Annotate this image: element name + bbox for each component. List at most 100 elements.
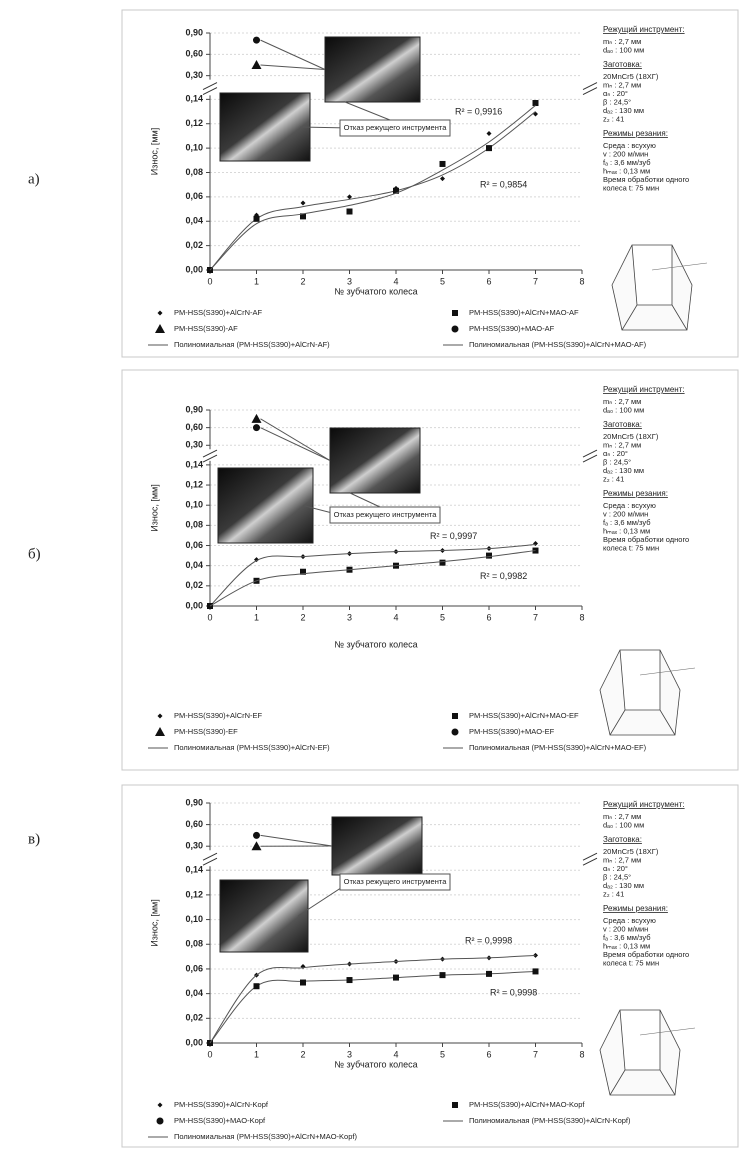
x-tick-label: 0 — [207, 612, 212, 622]
spec-line: Время обработки одного — [603, 535, 689, 544]
marker-square — [532, 100, 539, 107]
marker-triangle — [155, 324, 165, 333]
marker-triangle — [251, 413, 262, 423]
tool-sketch — [611, 244, 693, 331]
axis-break — [202, 449, 218, 463]
marker-square — [253, 215, 260, 222]
x-tick-label: 1 — [254, 612, 259, 622]
marker-diamond — [486, 130, 492, 136]
r2-label: R² = 0,9916 — [455, 106, 502, 116]
legend-label: Полиномиальная (PM-HSS(S390)+AlCrN-AF) — [174, 340, 330, 349]
marker-circle — [253, 424, 260, 432]
y-tick-label: 0,04 — [185, 560, 203, 570]
spec-line: dₐ₂ : 130 мм — [603, 466, 644, 475]
spec-heading: Режимы резания: — [603, 904, 668, 913]
photo — [219, 92, 311, 162]
marker-diamond — [157, 310, 163, 316]
spec-heading: Режущий инструмент: — [603, 800, 685, 809]
y-tick-label: 0,30 — [185, 70, 203, 80]
spec-line: mₙ : 2,7 мм — [603, 855, 641, 864]
legend-label: PM-HSS(S390)+AlCrN-EF — [174, 711, 263, 720]
marker-triangle — [155, 727, 165, 736]
spec-line: dₐ₂ : 130 мм — [603, 881, 644, 890]
marker-diamond — [347, 194, 352, 200]
photo-pointer — [260, 64, 326, 70]
legend-label: PM-HSS(S390)+MAO-Kopf — [174, 1116, 266, 1125]
marker-square — [439, 160, 446, 167]
x-tick-label: 5 — [440, 276, 445, 286]
y-tick-label: 0,02 — [185, 1013, 203, 1023]
legend-label: PM-HSS(S390)+AlCrN+MAO-EF — [469, 711, 579, 720]
spec-line: 20MnCr5 (18ХГ) — [603, 432, 659, 441]
spec-heading: Режущий инструмент: — [603, 385, 685, 394]
callout-text: Отказ режущего инструмента — [344, 123, 448, 132]
y-tick-label: 0,90 — [185, 27, 203, 37]
y-tick-label: 0,90 — [185, 404, 203, 414]
y-tick-label: 0,10 — [185, 914, 203, 924]
marker-square — [300, 213, 306, 220]
marker-diamond — [157, 1102, 163, 1108]
spec-line: mₙ : 2,7 мм — [603, 397, 641, 406]
legend-label: PM-HSS(S390)+AlCrN-AF — [174, 308, 263, 317]
spec-line: fₐ : 3,6 мм/зуб — [603, 158, 651, 167]
x-tick-label: 6 — [486, 1049, 491, 1059]
marker-square — [486, 145, 492, 152]
x-tick-label: 8 — [579, 1049, 584, 1059]
marker-diamond — [157, 713, 163, 719]
marker-square — [300, 568, 306, 575]
x-axis-title: № зубчатого колеса — [334, 286, 417, 296]
y-tick-label: 0,04 — [185, 216, 203, 226]
legend-label: Полиномиальная (PM-HSS(S390)+AlCrN+MAO-K… — [174, 1132, 357, 1141]
marker-square — [439, 972, 446, 979]
axis-break — [582, 852, 598, 866]
chart-panel: а) 0,00 0,02 0,04 0,06 0,08 0,10 0,12 0,14 0,30 0,… — [28, 9, 739, 358]
spec-line: колеса t: 75 мин — [603, 183, 659, 192]
spec-line: hₘₐₓ : 0,13 мм — [603, 941, 650, 950]
marker-square — [452, 713, 458, 719]
x-tick-label: 0 — [207, 276, 212, 286]
x-tick-label: 7 — [533, 276, 538, 286]
chart-panel: б) 0,00 0,02 0,04 0,06 0,08 0,10 0,12 0,14 0,30 0,… — [28, 369, 739, 771]
spec-line: 20MnCr5 (18ХГ) — [603, 72, 659, 81]
x-axis-title: № зубчатого колеса — [334, 1059, 417, 1069]
marker-square — [532, 968, 539, 975]
legend-label: PM-HSS(S390)+AlCrN+MAO-AF — [469, 308, 579, 317]
chart-panel: в) 0,00 0,02 0,04 0,06 0,08 0,10 0,12 0,14 0,30 0,… — [28, 784, 739, 1148]
tool-pointer — [639, 667, 696, 676]
y-tick-label: 0,30 — [185, 841, 203, 851]
marker-square — [393, 187, 399, 194]
spec-line: Среда : всухую — [603, 141, 656, 150]
marker-square — [452, 310, 458, 316]
marker-circle — [451, 728, 459, 736]
legend-label: Полиномиальная (PM-HSS(S390)+AlCrN+MAO-A… — [469, 340, 647, 349]
y-tick-label: 0,30 — [185, 440, 203, 450]
r2-label: R² = 0,9997 — [430, 531, 477, 541]
r2-label: R² = 0,9854 — [480, 179, 527, 189]
y-tick-label: 0,14 — [185, 94, 203, 104]
y-tick-label: 0,12 — [185, 118, 203, 128]
legend-label: PM-HSS(S390)+AlCrN-Kopf — [174, 1100, 269, 1109]
spec-line: z₂ : 41 — [603, 889, 624, 898]
marker-square — [486, 552, 492, 559]
callout-text: Отказ режущего инструмента — [344, 877, 448, 886]
x-tick-label: 3 — [347, 612, 352, 622]
callout-line — [344, 101, 391, 121]
spec-line: v : 200 м/мин — [603, 149, 648, 158]
tool-sketch — [599, 649, 681, 736]
legend-label: Полиномиальная (PM-HSS(S390)+AlCrN-EF) — [174, 743, 330, 752]
y-tick-label: 0,06 — [185, 963, 203, 973]
x-tick-label: 6 — [486, 612, 491, 622]
y-tick-label: 0,08 — [185, 939, 203, 949]
spec-line: fₐ : 3,6 мм/зуб — [603, 933, 651, 942]
y-tick-label: 0,06 — [185, 191, 203, 201]
photo — [219, 879, 309, 953]
spec-line: v : 200 м/мин — [603, 924, 648, 933]
x-tick-label: 6 — [486, 276, 491, 286]
y-tick-label: 0,90 — [185, 797, 203, 807]
photo-pointer — [260, 418, 331, 461]
x-tick-label: 4 — [393, 612, 398, 622]
x-tick-label: 1 — [254, 276, 259, 286]
spec-line: dₐ₂ : 130 мм — [603, 106, 644, 115]
y-tick-label: 0,60 — [185, 49, 203, 59]
y-tick-label: 0,02 — [185, 580, 203, 590]
